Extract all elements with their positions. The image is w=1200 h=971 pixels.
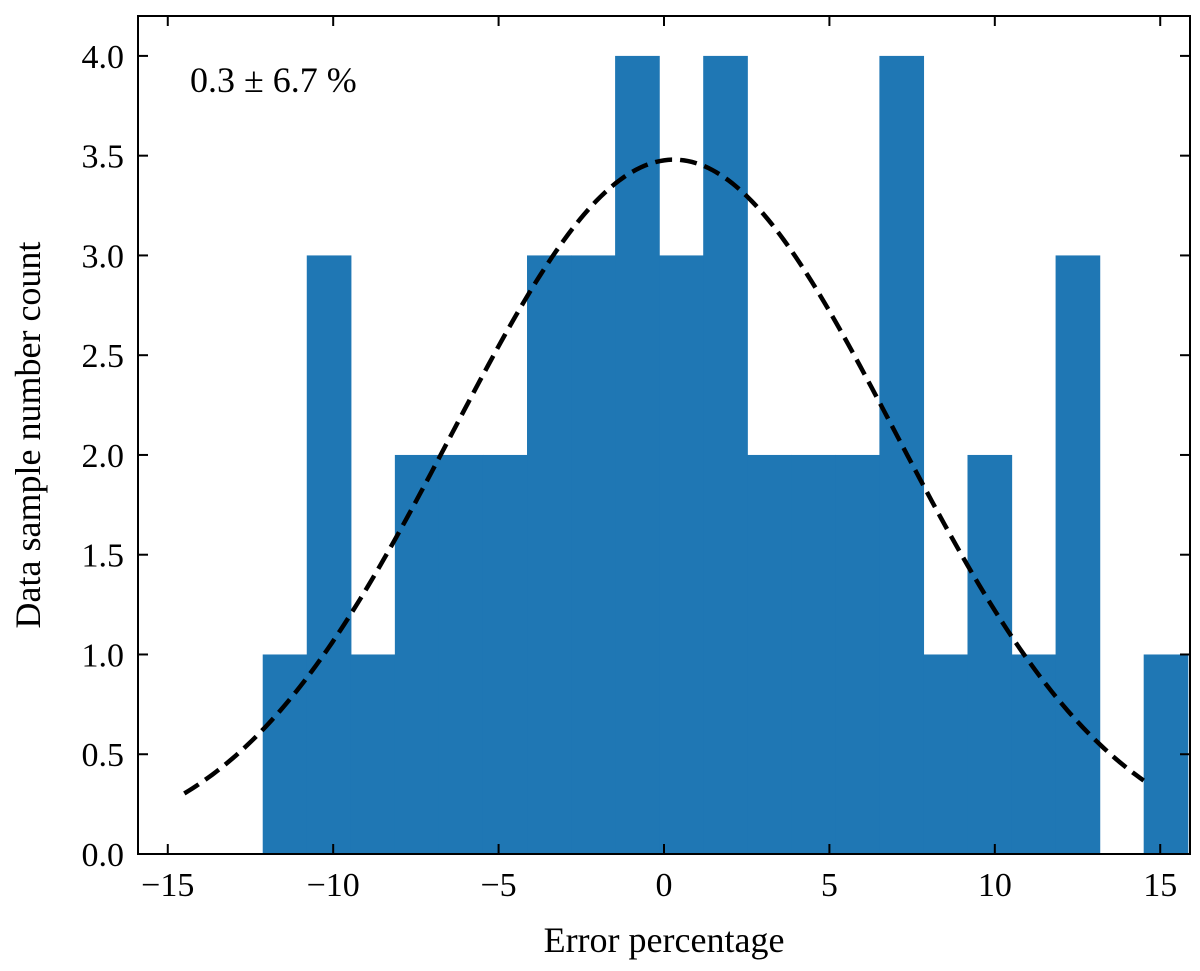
plot-frame [137,15,1191,855]
histogram-bar [747,454,792,854]
y-tick-label: 3.0 [82,238,125,275]
histogram-bar [1055,255,1101,854]
histogram-bar [923,654,969,854]
histogram-bar [703,55,748,854]
y-tick-label: 2.0 [82,438,125,475]
y-tick-label: 0.5 [82,737,125,774]
y-tick-label: 1.0 [82,637,125,674]
x-tick-label: 10 [978,867,1012,904]
x-tick-label: 5 [821,867,838,904]
y-tick-label: 0.0 [82,837,125,874]
histogram-bar [835,454,880,854]
y-tick-label: 2.5 [82,338,125,375]
x-tick-label: 15 [1143,867,1177,904]
histogram-bar [791,454,836,854]
x-tick-label: 0 [656,867,673,904]
histogram-bar [571,255,616,854]
y-tick-label: 1.5 [82,538,125,575]
x-tick-label: −10 [307,867,360,904]
histogram-bar [394,454,440,854]
x-axis-title: Error percentage [544,920,785,960]
x-tick-label: −5 [480,867,516,904]
histogram-bar [967,454,1013,854]
histogram-bar [527,255,572,854]
bars-layer [262,55,1189,854]
y-tick-label: 3.5 [82,139,125,176]
histogram-bar [659,255,704,854]
gaussian-fit-line [183,157,1145,796]
histogram-bar [879,55,925,854]
x-tick-label: −15 [141,867,194,904]
histogram-bar [350,654,396,854]
ticks-layer: −15 −10 −5 0 5 10 15 0.0 0.5 1.0 1.5 2.0 2.5 3.0 3.5 4.… [82,16,1190,904]
histogram-bar [438,454,484,854]
fit-curve-layer [183,157,1145,796]
histogram-bar [1011,654,1057,854]
stats-annotation: 0.3 ± 6.7 % [190,60,357,100]
histogram-bar [615,55,660,854]
y-axis-title: Data sample number count [8,242,48,629]
y-tick-label: 4.0 [82,39,125,76]
histogram-bar [482,454,528,854]
histogram-bar [306,255,352,854]
